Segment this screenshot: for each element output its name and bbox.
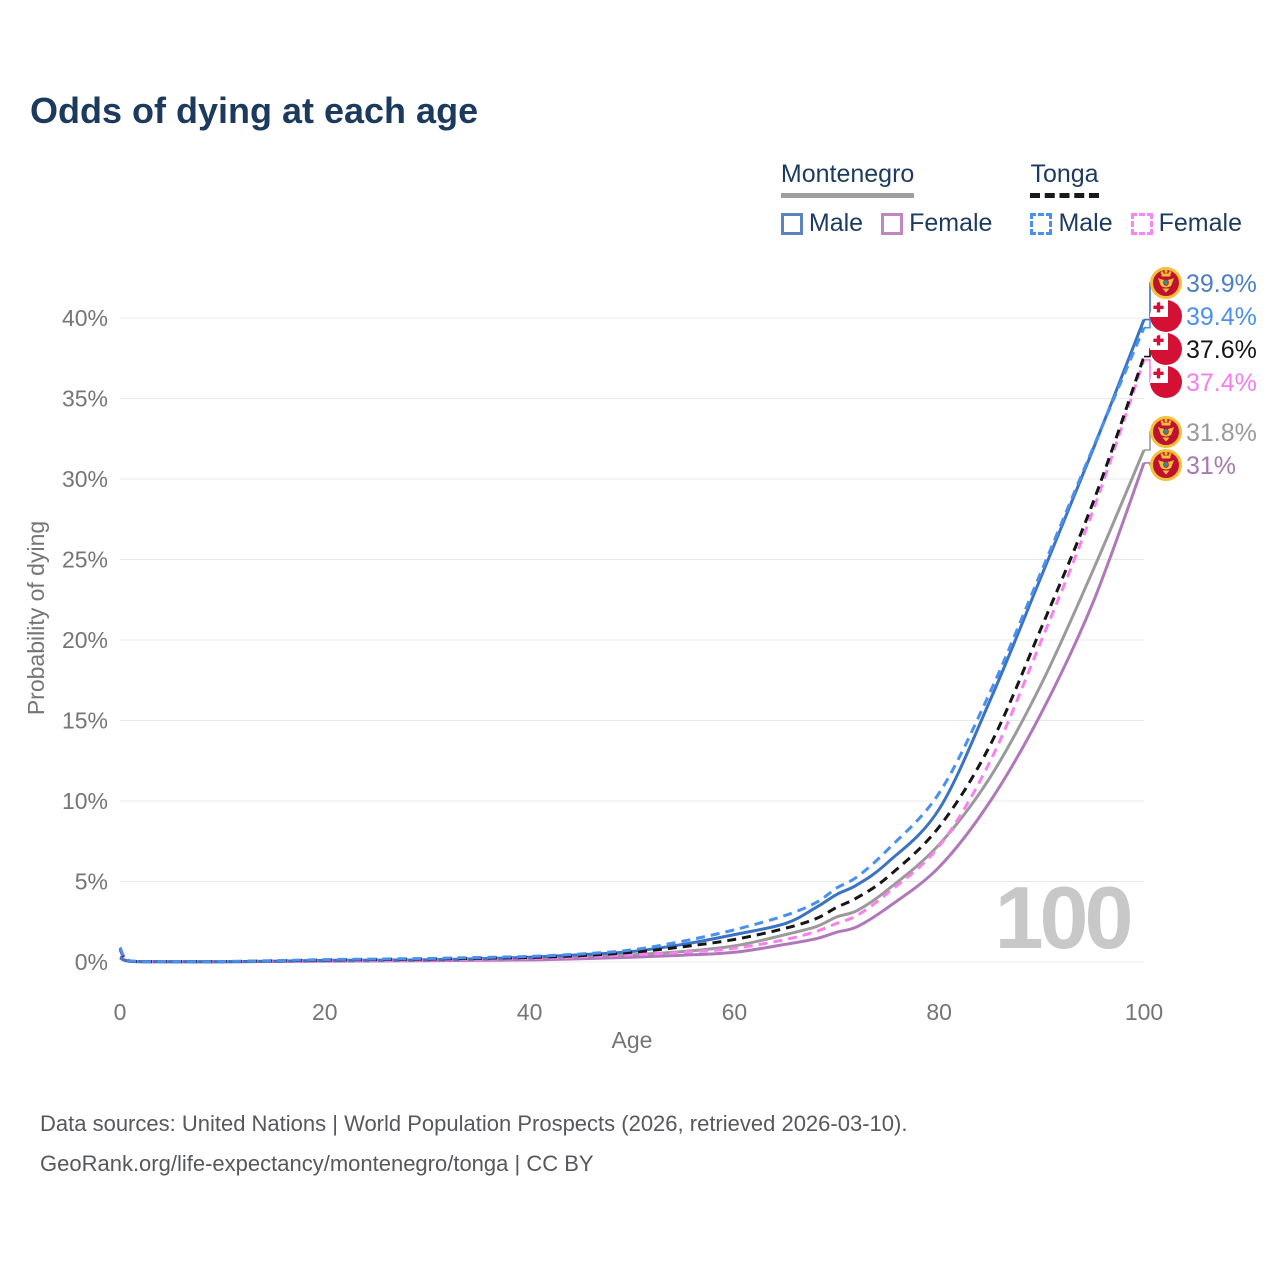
age-watermark: 100 [995,868,1131,967]
legend: Montenegro Male Female Tonga Male [780,160,1242,238]
footer: Data sources: United Nations | World Pop… [40,1104,907,1184]
y-tick-label: 10% [62,788,108,814]
tonga-male-swatch-icon [1030,212,1053,235]
x-tick-label: 60 [722,999,748,1025]
tonga-flag-icon [1150,300,1182,332]
legend-group-tonga: Tonga Male Female [1030,160,1242,238]
series-line-montenegro-both-sexes[interactable] [119,449,1146,964]
series-line-montenegro-male[interactable] [119,319,1146,964]
x-axis-title: Age [612,1027,653,1053]
end-value-label: 31% [1186,452,1236,480]
legend-item-label: Female [909,209,993,237]
legend-item-label: Male [1058,209,1113,237]
end-value-label: 39.4% [1186,303,1257,331]
montenegro-flag-icon [1150,267,1182,299]
y-tick-label: 15% [62,708,108,734]
attribution-line: GeoRank.org/life-expectancy/montenegro/t… [40,1151,594,1177]
legend-item-montenegro-male[interactable]: Male [780,209,864,238]
series-line-tonga-female[interactable] [118,359,1146,964]
montenegro-flag-icon [1150,449,1182,481]
series-line-montenegro-female[interactable] [119,462,1146,964]
end-value-label: 31.8% [1186,419,1257,447]
tonga-female-swatch-icon [1130,212,1153,235]
end-value-label: 37.4% [1186,369,1257,397]
end-value-label: 37.6% [1186,336,1257,364]
y-tick-label: 0% [75,949,108,975]
end-value-label: 39.9% [1186,270,1257,298]
page-title: Odds of dying at each age [30,90,479,131]
montenegro-male-swatch-icon [780,212,803,235]
legend-item-tonga-female[interactable]: Female [1130,209,1242,238]
legend-item-tonga-male[interactable]: Male [1030,209,1113,238]
y-tick-label: 25% [62,547,108,573]
legend-item-montenegro-female[interactable]: Female [881,209,992,238]
legend-title-montenegro[interactable]: Montenegro [780,160,915,198]
legend-title-tonga[interactable]: Tonga [1030,160,1099,198]
legend-item-label: Female [1158,209,1242,237]
legend-item-label: Male [808,209,864,237]
y-tick-label: 5% [75,869,108,895]
y-tick-label: 30% [62,466,108,492]
tonga-flag-icon [1150,333,1182,365]
series-line-tonga-male[interactable] [118,327,1146,964]
x-tick-label: 100 [1125,999,1163,1025]
montenegro-female-swatch-icon [881,212,904,235]
series-line-tonga-both-sexes[interactable] [118,356,1146,964]
data-sources-line: Data sources: United Nations | World Pop… [40,1111,908,1136]
tonga-flag-icon [1150,366,1182,398]
legend-group-montenegro: Montenegro Male Female [780,160,992,238]
y-tick-label: 35% [62,386,108,412]
y-tick-label: 20% [62,627,108,653]
x-tick-label: 80 [926,999,952,1025]
montenegro-flag-icon [1150,416,1182,448]
x-tick-label: 40 [517,999,543,1025]
y-tick-label: 40% [62,305,108,331]
line-chart[interactable]: 0% 5% 10% 15% 20% 25% 30% 35% 40% 0 20 40 60 80 100 Age… [0,0,1280,1080]
x-tick-label: 0 [114,999,127,1025]
y-axis-title: Probability of dying [23,521,49,715]
x-tick-label: 20 [312,999,338,1025]
